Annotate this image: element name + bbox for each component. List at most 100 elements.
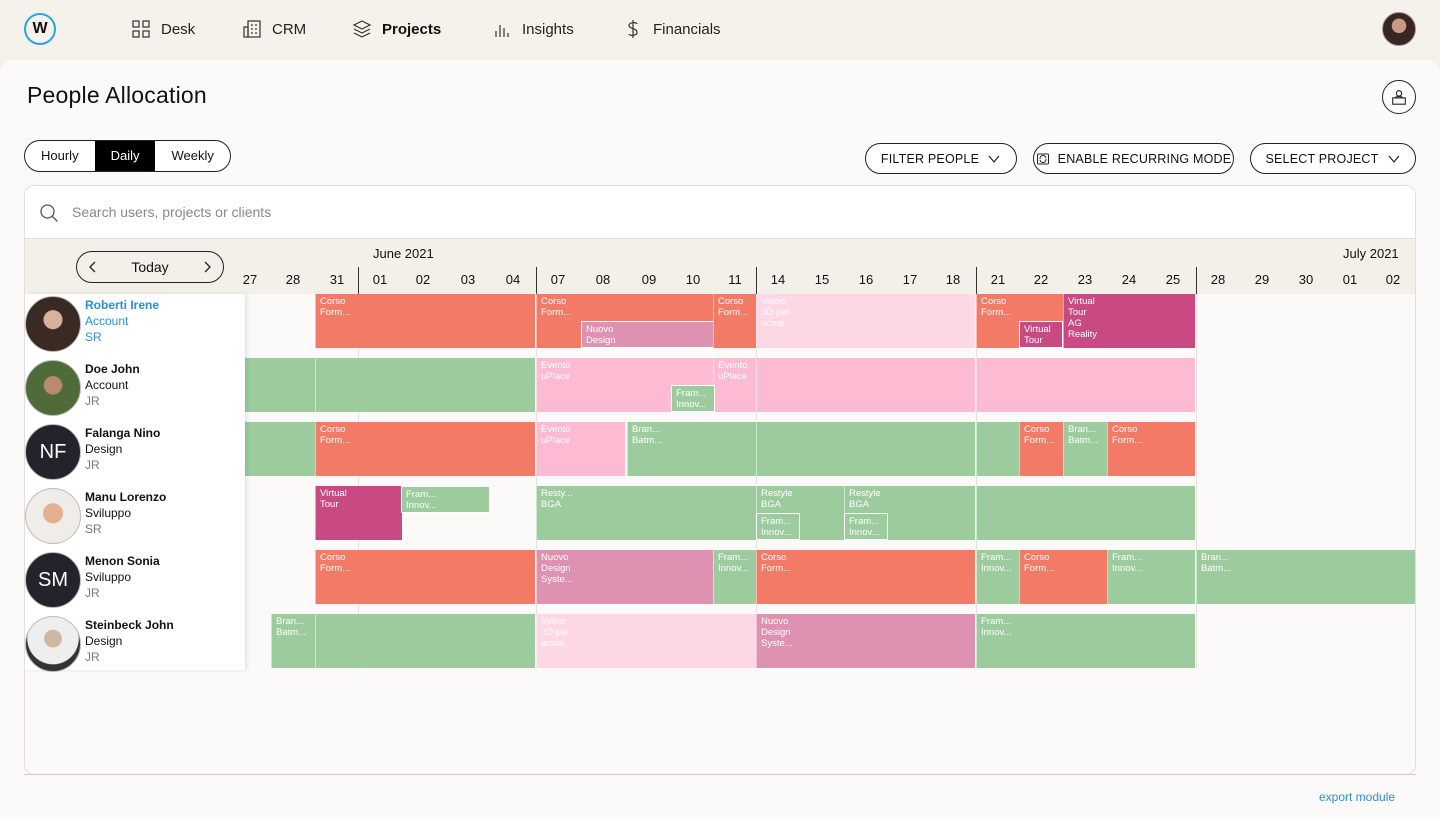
allocation-block[interactable]: Fram... Innov...: [844, 513, 888, 540]
allocation-block[interactable]: Fram... Innov...: [756, 513, 800, 540]
export-module-link[interactable]: export module: [1319, 790, 1396, 804]
person-row[interactable]: NF Falanga Nino Design JR: [25, 422, 245, 486]
allocation-block[interactable]: [756, 358, 975, 412]
week-separator: [756, 267, 757, 295]
allocation-label: Fram... Innov...: [676, 388, 707, 410]
day-label: 28: [285, 272, 301, 287]
allocation-label: Bran... Batm...: [1068, 424, 1099, 446]
allocation-block[interactable]: Corso Form...: [1019, 550, 1107, 604]
allocation-block[interactable]: [315, 358, 535, 412]
allocation-block[interactable]: Fram... Innov...: [401, 486, 490, 513]
filter-people-button[interactable]: FILTER PEOPLE: [865, 143, 1017, 174]
nav-item-crm[interactable]: CRM: [242, 17, 306, 41]
person-row[interactable]: Steinbeck John Design JR: [25, 614, 245, 678]
allocation-block[interactable]: Resty... BGA: [536, 486, 757, 540]
top-navigation: W Desk CRM Projects Insights Financials: [0, 0, 1440, 58]
allocation-label: Fram... Innov...: [718, 552, 749, 574]
allocation-block[interactable]: Video 3D per acme: [756, 294, 975, 348]
allocation-block[interactable]: Corso Form...: [756, 550, 975, 604]
allocation-block[interactable]: Virtual Tour AG Reality: [1063, 294, 1195, 348]
select-project-button[interactable]: SELECT PROJECT: [1250, 143, 1416, 174]
allocation-block[interactable]: Fram... Innov...: [713, 550, 757, 604]
allocation-label: Corso Form...: [981, 296, 1012, 318]
allocation-block[interactable]: Corso Form...: [315, 550, 535, 604]
allocation-block[interactable]: Corso Form...: [1107, 422, 1195, 476]
allocation-block[interactable]: Evento uPlace: [713, 358, 757, 412]
nav-item-financials[interactable]: Financials: [623, 17, 721, 41]
allocation-label: Corso Form...: [718, 296, 749, 318]
allocation-block[interactable]: Fram... Innov...: [976, 550, 1020, 604]
date-navigator: Today: [76, 251, 224, 283]
allocation-block[interactable]: Fram... Innov...: [976, 614, 1195, 668]
allocation-block[interactable]: [976, 358, 1195, 412]
user-avatar[interactable]: [1382, 12, 1416, 46]
nav-item-desk[interactable]: Desk: [131, 17, 195, 41]
chevron-down-icon: [1388, 155, 1399, 163]
person-row[interactable]: Roberti Irene Account SR: [25, 294, 245, 358]
allocation-block[interactable]: Fram... Innov...: [1107, 550, 1195, 604]
allocation-block[interactable]: Nuovo Design Syste...: [756, 614, 975, 668]
view-weekly-button[interactable]: Weekly: [171, 148, 214, 163]
enable-recurring-mode-button[interactable]: ENABLE RECURRING MODE: [1033, 143, 1234, 174]
day-label: 18: [945, 272, 961, 287]
avatar: [25, 616, 81, 672]
allocation-block[interactable]: Bran... Batm...: [1196, 550, 1415, 604]
allocation-block[interactable]: Video 3D per acme: [536, 614, 757, 668]
allocation-block[interactable]: Fram... Innov...: [671, 385, 715, 412]
person-name: Falanga Nino: [85, 426, 161, 440]
view-daily-button[interactable]: Daily: [94, 141, 156, 171]
person-row[interactable]: Manu Lorenzo Sviluppo SR: [25, 486, 245, 550]
allocation-block[interactable]: Virtual Tour: [315, 486, 402, 540]
person-level: SR: [85, 522, 102, 536]
allocation-block[interactable]: [976, 486, 1195, 540]
allocation-label: Nuovo Design Syste...: [541, 552, 573, 585]
chevron-left-icon[interactable]: [87, 261, 99, 273]
view-mode-switch: Hourly Daily Weekly: [24, 140, 231, 172]
view-hourly-button[interactable]: Hourly: [41, 148, 79, 163]
allocation-block[interactable]: [976, 422, 1020, 476]
allocation-block[interactable]: Evento uPlace: [536, 422, 625, 476]
nav-item-insights[interactable]: Insights: [492, 17, 574, 41]
search-input[interactable]: [72, 200, 772, 224]
logo-letter: W: [32, 20, 48, 37]
allocation-block[interactable]: Virtual Tour: [1019, 321, 1063, 348]
person-role: Sviluppo: [85, 506, 132, 520]
day-label: 14: [770, 272, 786, 287]
allocation-block[interactable]: [756, 422, 975, 476]
day-label: 04: [505, 272, 521, 287]
person-level: JR: [85, 650, 100, 664]
allocation-block[interactable]: [315, 614, 535, 668]
allocation-label: Fram... Innov...: [981, 616, 1012, 638]
week-separator: [976, 267, 977, 295]
allocation-block[interactable]: Bran... Batm...: [271, 614, 315, 668]
today-button[interactable]: Today: [131, 259, 169, 275]
allocation-block[interactable]: Nuovo Design Syste...: [536, 550, 715, 604]
allocation-label: Fram... Innov...: [849, 516, 880, 538]
allocation-block[interactable]: Corso Form...: [315, 422, 535, 476]
chevron-right-icon[interactable]: [201, 261, 213, 273]
person-level: JR: [85, 586, 100, 600]
allocation-block[interactable]: Corso Form...: [315, 294, 535, 348]
footer-divider: [24, 774, 1416, 775]
account-box-button[interactable]: [1382, 80, 1416, 114]
allocation-block[interactable]: Bran... Batm...: [1063, 422, 1107, 476]
day-label: 10: [685, 272, 701, 287]
allocation-block[interactable]: Corso Form...: [713, 294, 757, 348]
person-row[interactable]: Doe John Account JR: [25, 358, 245, 422]
person-role: Design: [85, 634, 123, 648]
nav-label-insights: Insights: [522, 20, 574, 38]
allocation-block[interactable]: Corso Form...: [1019, 422, 1063, 476]
allocation-block[interactable]: Nuovo Design: [581, 321, 715, 348]
person-row[interactable]: SM Menon Sonia Sviluppo JR: [25, 550, 245, 614]
avatar: [25, 488, 81, 544]
allocation-label: Evento uPlace: [718, 360, 748, 382]
app-logo[interactable]: W: [24, 13, 56, 45]
week-gridline: [756, 294, 757, 669]
avatar: [25, 296, 81, 352]
nav-item-projects[interactable]: Projects: [352, 17, 441, 41]
avatar: SM: [25, 552, 81, 608]
day-label: 17: [902, 272, 918, 287]
allocation-block[interactable]: Bran... Batm...: [627, 422, 757, 476]
person-name: Manu Lorenzo: [85, 490, 167, 504]
allocation-label: Fram... Innov...: [1112, 552, 1143, 574]
